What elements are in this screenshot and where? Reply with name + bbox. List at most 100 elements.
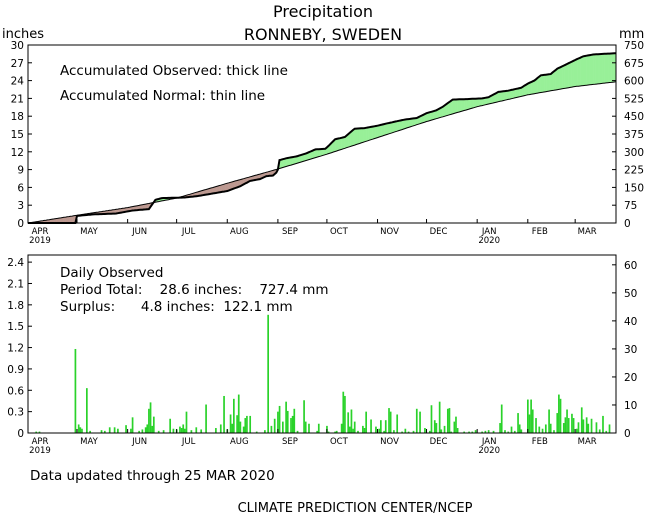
- surplus-fill: [401, 120, 403, 130]
- surplus-fill: [412, 118, 414, 126]
- x-tick-label: JUL: [181, 437, 196, 447]
- deficit-fill: [96, 212, 98, 215]
- deficit-fill: [123, 208, 125, 213]
- daily-bar: [504, 430, 506, 433]
- surplus-fill: [598, 54, 600, 84]
- surplus-fill: [499, 91, 501, 102]
- surplus-fill: [411, 118, 413, 127]
- daily-bar: [195, 427, 198, 433]
- surplus-fill: [375, 125, 378, 138]
- deficit-fill: [251, 176, 253, 181]
- daily-bar: [327, 431, 330, 433]
- deficit-fill: [237, 180, 239, 188]
- deficit-fill: [261, 173, 263, 179]
- surplus-fill: [496, 92, 498, 103]
- deficit-fill: [120, 208, 122, 213]
- deficit-fill: [246, 177, 248, 183]
- daily-bar: [246, 415, 248, 433]
- surplus-fill: [335, 139, 337, 152]
- daily-bar: [290, 418, 292, 433]
- deficit-fill: [269, 171, 271, 176]
- deficit-fill: [262, 173, 264, 178]
- deficit-fill: [97, 212, 99, 215]
- surplus-fill: [535, 79, 537, 94]
- deficit-fill: [226, 183, 228, 192]
- surplus-fill: [503, 91, 505, 101]
- surplus-fill: [425, 113, 427, 122]
- surplus-fill: [383, 124, 385, 136]
- y-tick-label: 2.4: [7, 257, 24, 269]
- y-right-tick-label: 750: [624, 40, 644, 52]
- deficit-fill: [102, 211, 104, 215]
- deficit-fill: [215, 186, 217, 193]
- surplus-fill: [322, 149, 324, 156]
- daily-bar: [303, 400, 305, 433]
- surplus-fill: [493, 94, 495, 103]
- deficit-fill: [273, 170, 275, 175]
- daily-bar: [182, 424, 185, 433]
- surplus-fill: [339, 138, 342, 150]
- bottom-axes: 0 0.3 0.6 0.9 1.2 1.5 1.8 2.1 2.4 0 10 20 30 40 50 60 AP…: [7, 257, 637, 456]
- daily-bar: [492, 430, 495, 433]
- surplus-fill: [158, 198, 160, 202]
- daily-bar: [157, 430, 160, 433]
- y-tick-label: 1.2: [7, 343, 24, 355]
- daily-bar: [518, 424, 521, 433]
- surplus-fill: [565, 64, 567, 89]
- surplus-fill: [375, 126, 377, 139]
- deficit-fill: [139, 205, 141, 210]
- surplus-fill: [540, 75, 542, 93]
- y-tick-label: 0: [17, 428, 24, 440]
- surplus-fill: [555, 69, 557, 90]
- surplus-fill: [439, 108, 441, 118]
- surplus-fill: [552, 72, 554, 91]
- x-tick-label: FEB: [532, 437, 548, 447]
- deficit-fill: [239, 179, 241, 187]
- daily-bar: [598, 429, 601, 433]
- surplus-fill: [164, 198, 166, 201]
- daily-bar: [277, 411, 279, 433]
- surplus-fill: [491, 95, 493, 104]
- surplus-fill: [584, 55, 587, 86]
- deficit-fill: [230, 182, 232, 190]
- surplus-fill: [418, 116, 420, 125]
- surplus-fill: [450, 101, 452, 115]
- surplus-fill: [443, 105, 445, 117]
- surplus-fill: [314, 149, 316, 158]
- deficit-fill: [210, 188, 212, 194]
- surplus-fill: [475, 98, 477, 108]
- surplus-fill: [570, 62, 572, 88]
- surplus-fill: [505, 90, 507, 100]
- surplus-fill: [609, 53, 611, 83]
- surplus-fill: [462, 99, 464, 111]
- deficit-fill: [223, 184, 225, 192]
- daily-bar: [148, 408, 150, 433]
- surplus-fill: [427, 112, 429, 122]
- surplus-fill: [161, 198, 163, 202]
- daily-bar: [520, 429, 523, 433]
- y-tick-label: 18: [11, 111, 24, 123]
- daily-bar: [151, 425, 154, 433]
- deficit-fill: [44, 220, 46, 223]
- surplus-fill: [315, 149, 317, 158]
- surplus-fill: [594, 54, 596, 85]
- surplus-fill: [364, 127, 366, 142]
- daily-bar: [548, 409, 550, 433]
- deficit-fill: [200, 191, 202, 196]
- x-tick-label: APR: [32, 227, 49, 237]
- deficit-fill: [132, 206, 134, 211]
- surplus-fill: [393, 121, 395, 133]
- surplus-fill: [301, 154, 303, 162]
- surplus-fill: [434, 110, 436, 120]
- bottom-plot-frame: [27, 254, 617, 434]
- surplus-fill: [426, 113, 428, 122]
- surplus-fill: [349, 132, 351, 147]
- surplus-fill: [467, 99, 469, 110]
- deficit-fill: [209, 188, 211, 195]
- surplus-fill: [483, 98, 485, 106]
- surplus-fill: [163, 198, 165, 201]
- surplus-fill: [537, 77, 539, 94]
- surplus-fill: [464, 99, 467, 111]
- surplus-fill: [300, 154, 302, 162]
- surplus-fill: [295, 156, 297, 164]
